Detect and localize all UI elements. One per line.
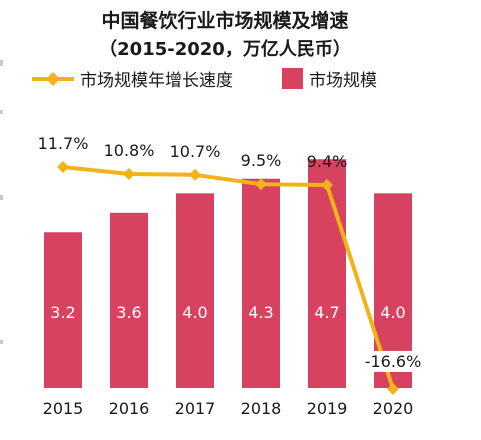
x-tick-label: 2016 xyxy=(109,399,150,418)
growth-point-2017 xyxy=(189,168,201,181)
legend-bar-swatch xyxy=(282,68,303,89)
legend-line-label: 市场规模年增长速度 xyxy=(80,71,233,91)
bar-value-label: 4.7 xyxy=(314,303,339,322)
edge-mark xyxy=(0,340,3,344)
chart-title: 中国餐饮行业市场规模及增速 xyxy=(101,9,348,32)
legend: 市场规模年增长速度 市场规模 xyxy=(32,68,377,91)
bar-series xyxy=(44,159,412,388)
bar-2017 xyxy=(176,193,214,388)
growth-point-2020 xyxy=(387,382,399,395)
edge-mark xyxy=(0,110,3,114)
edge-mark xyxy=(0,60,3,66)
bar-value-label: 4.0 xyxy=(380,303,405,322)
label-background xyxy=(362,350,424,372)
bar-2015 xyxy=(44,232,82,388)
growth-point-2019 xyxy=(321,178,333,191)
growth-line xyxy=(62,164,395,390)
growth-value-label: 9.4% xyxy=(307,152,348,171)
growth-point-2015 xyxy=(57,160,69,173)
bar-2016 xyxy=(110,212,148,388)
edge-mark xyxy=(0,195,3,200)
growth-value-label: 11.7% xyxy=(38,134,89,153)
growth-point-2018 xyxy=(255,178,267,191)
bar-value-label: 3.6 xyxy=(116,303,141,322)
growth-value-label: 10.8% xyxy=(104,141,155,160)
bar-value-label: 4.3 xyxy=(248,303,273,322)
x-tick-label: 2017 xyxy=(175,399,216,418)
growth-value-label: -16.6% xyxy=(365,352,422,371)
bar-value-label: 3.2 xyxy=(50,303,75,322)
bar-value-label: 4.0 xyxy=(182,303,207,322)
x-tick-label: 2015 xyxy=(43,399,84,418)
legend-bar-label: 市场规模 xyxy=(309,71,377,91)
growth-value-label: 10.7% xyxy=(170,142,221,161)
legend-diamond-marker xyxy=(46,72,60,86)
x-tick-label: 2020 xyxy=(373,399,414,418)
chart-subtitle: （2015-2020，万亿人民币） xyxy=(99,38,351,60)
x-tick-label: 2018 xyxy=(241,399,282,418)
bar-2018 xyxy=(242,178,280,388)
growth-value-labels: 11.7% 10.8% 10.7% 9.5% 9.4% -16.6% xyxy=(38,134,424,372)
growth-point-2016 xyxy=(123,168,135,181)
x-tick-label: 2019 xyxy=(307,399,348,418)
bar-value-labels: 3.2 3.6 4.0 4.3 4.7 4.0 xyxy=(50,303,405,322)
growth-value-label: 9.5% xyxy=(241,151,282,170)
x-axis-tick-labels: 2015 2016 2017 2018 2019 2020 xyxy=(43,399,414,418)
bar-2019 xyxy=(308,159,346,388)
growth-line-series xyxy=(57,160,399,395)
